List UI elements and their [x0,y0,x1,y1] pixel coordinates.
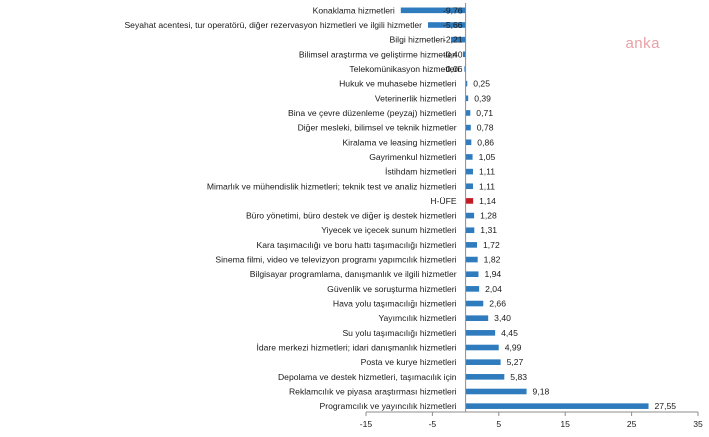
bar [465,80,468,87]
category-label: Konaklama hizmetleri [313,5,395,15]
bar [465,330,496,336]
bar [465,95,469,102]
value-label: 1,28 [480,211,497,221]
category-label: Kara taşımacılığı ve boru hattı taşımacı… [256,240,456,250]
category-label: Posta ve kurye hizmetleri [361,357,457,367]
bar [450,36,466,43]
bar [400,7,466,14]
category-label: Gayrimenkul hizmetleri [369,152,456,162]
category-label: Yayımcılık hizmetleri [378,313,456,323]
bar [464,66,466,72]
value-label: -5,66 [443,20,463,30]
value-label: 1,82 [484,255,501,265]
x-tick-label: -5 [429,419,437,429]
category-label: Bilgi hizmetleri [390,35,445,45]
x-tick-label: 15 [560,419,570,429]
bar [465,154,473,160]
bar [465,139,472,146]
category-label: Veterinerlik hizmetleri [375,93,457,103]
value-label: 0,71 [476,108,493,118]
bar [465,168,473,175]
category-label: Mimarlık ve mühendislik hizmetleri; tekn… [207,181,457,191]
bar [465,256,478,263]
value-label: 1,94 [484,269,501,279]
value-label: 2,04 [485,284,502,294]
bar [465,271,479,278]
bar [465,183,473,190]
watermark-logo: anka [625,35,660,52]
bar [465,388,527,395]
category-label: Programcılık ve yayıncılık hizmetleri [320,401,457,411]
value-label: 0,25 [473,79,490,89]
bar [465,124,471,131]
value-label: 1,11 [479,181,495,191]
value-label: 9,18 [533,386,550,396]
value-label: 3,40 [494,313,511,323]
bar [465,315,489,321]
value-label: 2,66 [489,299,506,309]
bar-group [400,7,649,409]
value-label: 0,86 [477,137,494,147]
value-label: 1,14 [479,196,496,206]
bar [465,403,649,409]
value-label: 1,11 [479,167,495,177]
category-label: Bina ve çevre düzenleme (peyzaj) hizmetl… [288,108,457,118]
bar [465,242,478,248]
bar [465,110,471,116]
value-label: 1,72 [483,240,500,250]
x-tick-label: 35 [693,419,703,429]
bar [462,51,466,58]
value-label: 4,45 [501,328,518,338]
bar [465,359,501,365]
category-label: H-ÜFE [430,196,457,206]
bar [465,300,484,307]
category-label: İdare merkezi hizmetleri; idari danışman… [256,343,456,353]
value-label: -9,76 [443,5,463,15]
category-label: Seyahat acentesi, tur operatörü, diğer r… [124,20,422,30]
x-tick-label: 25 [627,419,637,429]
category-label: Bilimsel araştırma ve geliştirme hizmetl… [299,49,457,59]
value-label: 27,55 [655,401,677,411]
category-label: Diğer mesleki, bilimsel ve teknik hizmet… [298,123,457,133]
category-label: İstihdam hizmetleri [385,167,457,177]
category-label: Kiralama ve leasing hizmetleri [342,137,456,147]
value-label: 5,83 [510,372,527,382]
category-label: Depolama ve destek hizmetleri, taşımacıl… [278,372,457,382]
x-tick-label: -15 [360,419,373,429]
x-axis: -15 -5 5 15 25 35 [360,3,703,429]
value-label: -2,21 [443,35,463,45]
category-label: Bilgisayar programlama, danışmanlık ve i… [250,269,457,279]
bar [465,286,480,292]
value-label: -0,40 [443,49,463,59]
value-label: 1,31 [480,225,497,235]
value-label: 5,27 [507,357,524,367]
value-label: -0,06 [443,64,463,74]
value-label: 0,39 [474,93,491,103]
bar [465,212,475,219]
bar [428,22,466,28]
category-label: Büro yönetimi, büro destek ve diğer iş d… [246,211,457,221]
category-label-group: Konaklama hizmetleri Seyahat acentesi, tu… [124,5,459,411]
category-label: Hukuk ve muhasebe hizmetleri [339,79,457,89]
category-label: Hava yolu taşımacılığı hizmetleri [333,299,457,309]
category-label: Yiyecek ve içecek sunum hizmetleri [321,225,456,235]
bar-highlight [465,198,474,204]
bar [465,344,499,351]
bar [465,374,505,380]
category-label: Güvenlik ve soruşturma hizmetleri [327,284,457,294]
category-label: Telekomünikasyon hizmetleri [349,64,459,74]
value-label-group: -9,76 -5,66 -2,21 -0,40 -0,06 0,25 0,39 0,71 0,7… [443,5,676,411]
x-tick-label: 5 [496,419,501,429]
value-label: 1,05 [479,152,496,162]
bar [465,227,475,234]
value-label: 4,99 [505,343,522,353]
category-label: Reklamcılık ve piyasa araştırması hizmet… [289,386,457,396]
category-label: Su yolu taşımacılığı hizmetleri [342,328,456,338]
category-label: Sinema filmi, video ve televizyon progra… [215,255,456,265]
value-label: 0,78 [477,123,494,133]
